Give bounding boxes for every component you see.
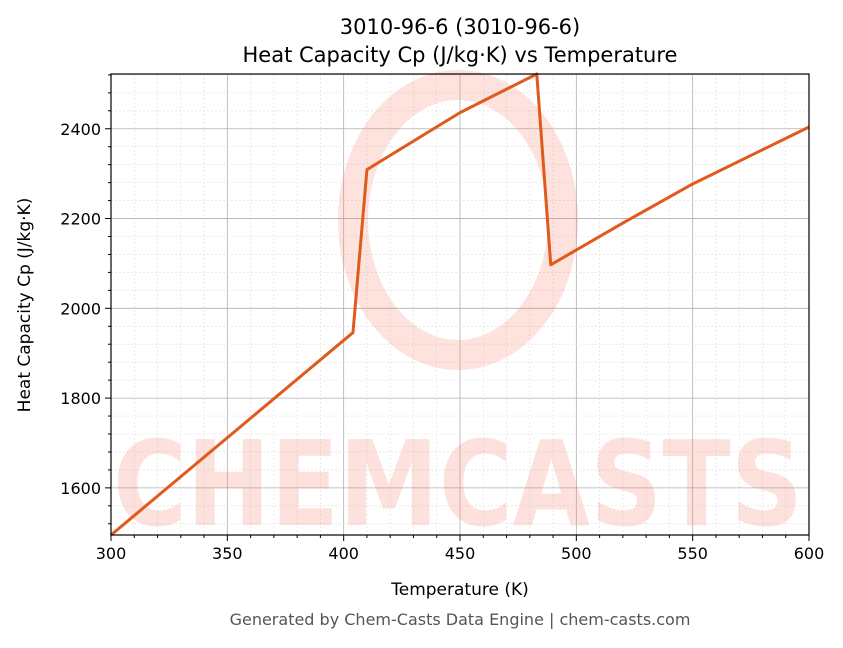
y-axis-label: Heat Capacity Cp (J/kg·K) [15,198,35,413]
y-tick-label: 2400 [60,120,101,139]
x-tick-label: 550 [677,544,708,563]
chart-title-line2: Heat Capacity Cp (J/kg·K) vs Temperature [243,43,678,67]
footer-text: Generated by Chem-Casts Data Engine | ch… [230,610,691,629]
x-tick-label: 500 [561,544,592,563]
x-tick-label: 400 [328,544,359,563]
x-axis-label: Temperature (K) [390,580,529,600]
y-tick-label: 1800 [60,389,101,408]
watermark: CHEMCASTS [113,70,803,553]
watermark-text: CHEMCASTS [113,415,803,553]
y-tick-label: 2000 [60,299,101,318]
x-tick-label: 350 [212,544,243,563]
y-tick-label: 2200 [60,210,101,229]
watermark-logo-ring [338,70,578,370]
axis-ticks: 300 350 400 450 500 550 600 1600 1800 2000 2200 240… [60,74,825,563]
x-tick-label: 600 [794,544,825,563]
x-tick-label: 300 [96,544,127,563]
x-tick-label: 450 [445,544,476,563]
plot-frame [110,73,810,536]
chart-title-line1: 3010-96-6 (3010-96-6) [340,15,580,39]
y-tick-label: 1600 [60,479,101,498]
